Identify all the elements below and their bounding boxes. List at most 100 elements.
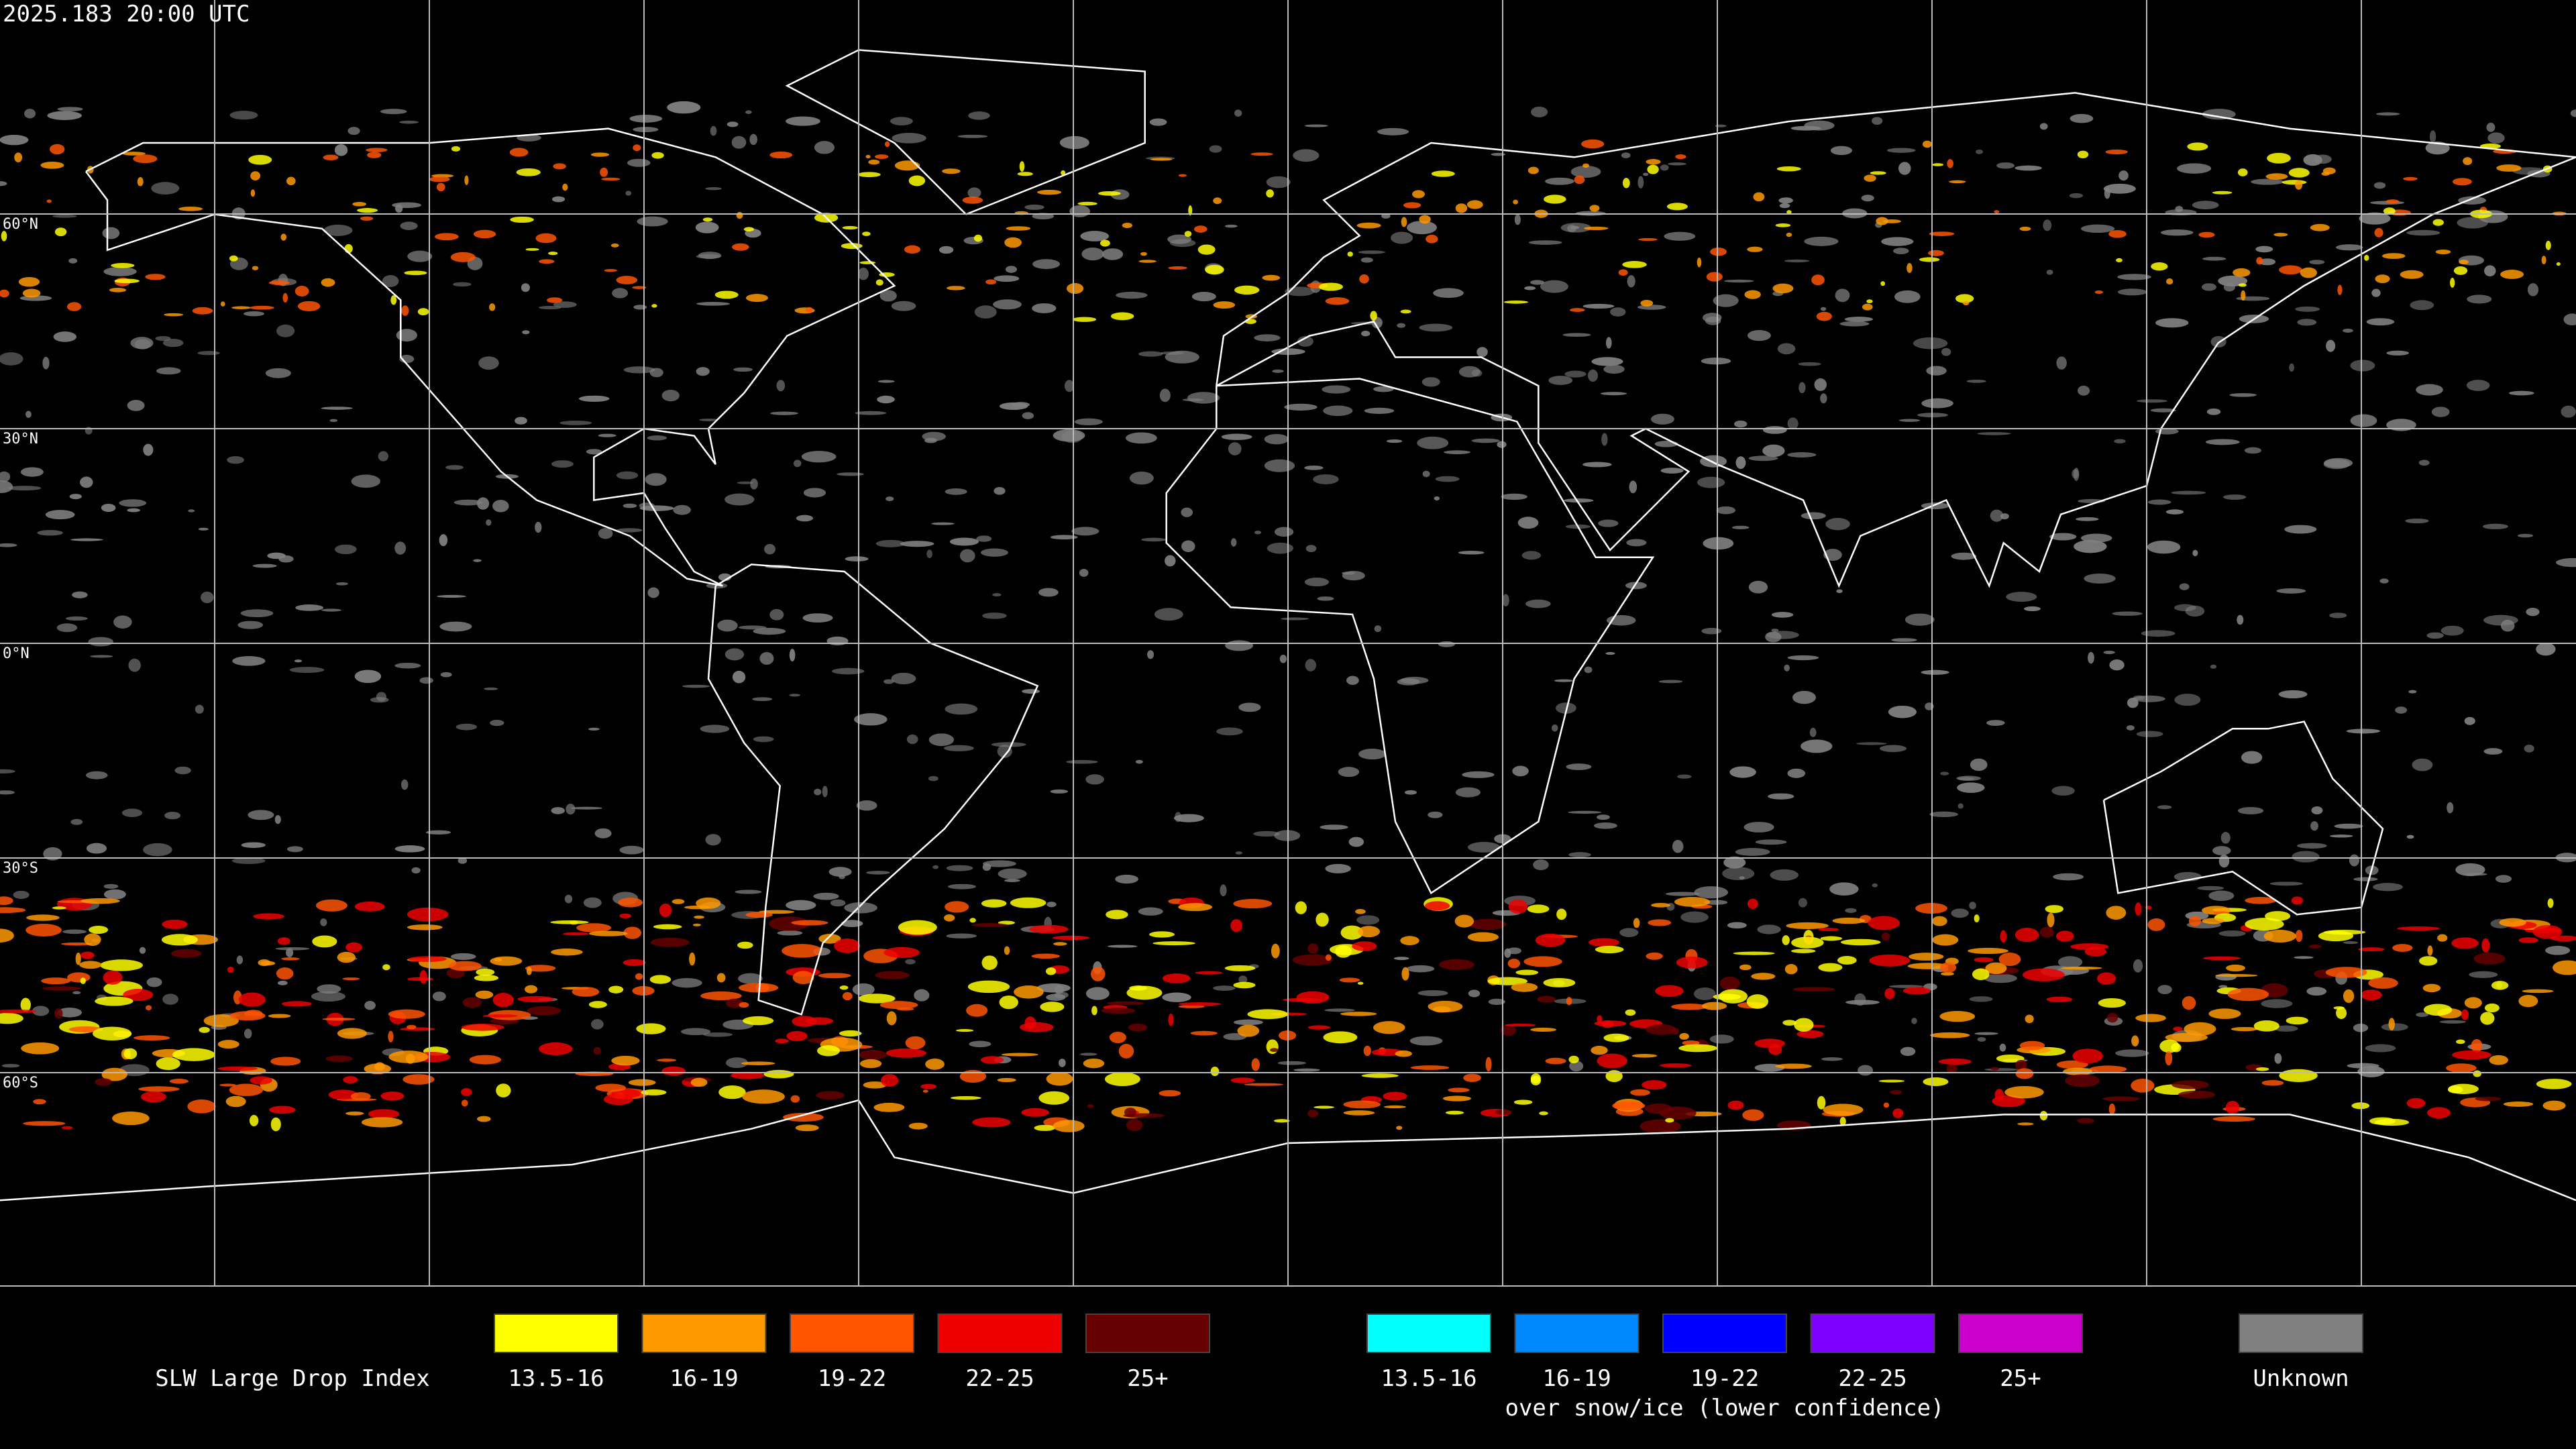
cloud-slw xyxy=(1670,1028,1679,1035)
cloud-slw xyxy=(2061,966,2102,970)
cloud-slw xyxy=(238,992,266,1007)
cloud-unknown xyxy=(156,367,181,375)
cloud-slw xyxy=(1250,152,1273,156)
cloud-slw xyxy=(700,991,742,1000)
cloud-slw xyxy=(435,233,459,241)
cloud-unknown xyxy=(957,134,988,138)
cloud-unknown xyxy=(837,472,864,476)
cloud-unknown xyxy=(1317,596,1334,601)
cloud-slw xyxy=(1244,1083,1284,1086)
cloud-unknown xyxy=(1468,989,1481,998)
cloud-unknown xyxy=(2294,956,2314,959)
cloud-unknown xyxy=(1724,279,1754,283)
cloud-unknown xyxy=(45,510,75,520)
cloud-unknown xyxy=(490,719,504,727)
cloud-unknown xyxy=(2103,651,2115,655)
cloud-unknown xyxy=(737,481,753,484)
cloud-unknown xyxy=(1531,106,1548,117)
cloud-slw xyxy=(548,252,558,256)
cloud-unknown xyxy=(813,892,839,900)
cloud-slw xyxy=(1679,1032,1689,1040)
cloud-slw xyxy=(1902,987,1931,995)
cloud-unknown xyxy=(1304,124,1328,127)
cloud-slw xyxy=(865,154,871,159)
cloud-unknown xyxy=(1621,152,1631,158)
cloud-unknown xyxy=(1898,162,1911,175)
cloud-unknown xyxy=(1582,462,1612,468)
cloud-unknown xyxy=(2175,205,2184,213)
cloud-unknown xyxy=(623,366,655,374)
cloud-unknown xyxy=(616,528,643,533)
cloud-slw xyxy=(1582,163,1589,168)
cloud-unknown xyxy=(2192,201,2219,210)
cloud-unknown xyxy=(1680,911,1709,923)
cloud-slw xyxy=(342,977,360,981)
cloud-slw xyxy=(1213,197,1222,205)
cloud-unknown xyxy=(1277,1061,1307,1065)
cloud-slw xyxy=(2496,164,2522,172)
cloud-slw xyxy=(1782,935,1790,945)
legend-label: 16-19 xyxy=(669,1365,738,1392)
cloud-slw xyxy=(689,952,696,966)
cloud-slw xyxy=(1262,274,1281,281)
cloud-slw xyxy=(1811,274,1825,286)
cloud-slw xyxy=(1566,997,1572,1006)
cloud-slw xyxy=(590,152,610,157)
cloud-unknown xyxy=(822,786,828,798)
cloud-slw xyxy=(736,211,743,219)
cloud-unknown xyxy=(521,283,530,292)
cloud-unknown xyxy=(1917,413,1948,418)
cloud-slw xyxy=(763,1069,794,1079)
cloud-slw xyxy=(2225,1101,2240,1114)
cloud-unknown xyxy=(1160,351,1184,355)
cloud-slw xyxy=(192,307,213,315)
cloud-unknown xyxy=(1514,214,1521,225)
cloud-unknown xyxy=(1701,358,1731,365)
cloud-unknown xyxy=(382,275,399,287)
cloud-unknown xyxy=(786,900,816,911)
cloud-slw xyxy=(1210,1067,1220,1077)
cloud-slw xyxy=(451,146,461,152)
cloud-unknown xyxy=(2147,540,2181,554)
cloud-unknown xyxy=(2080,224,2115,233)
cloud-unknown xyxy=(647,587,659,598)
cloud-slw xyxy=(1786,922,1829,930)
cloud-slw xyxy=(1383,1091,1407,1101)
cloud-unknown xyxy=(905,959,916,965)
cloud-slw xyxy=(2481,938,2490,953)
cloud-unknown xyxy=(0,480,13,494)
cloud-slw xyxy=(2245,897,2277,904)
legend-swatch xyxy=(494,1313,619,1353)
cloud-slw xyxy=(2253,1020,2279,1032)
cloud-slw xyxy=(1775,1063,1812,1069)
cloud-slw xyxy=(325,1055,353,1063)
cloud-unknown xyxy=(1393,957,1409,961)
cloud-unknown xyxy=(1880,745,1907,753)
cloud-unknown xyxy=(2261,999,2293,1008)
cloud-slw xyxy=(1837,955,1857,965)
cloud-unknown xyxy=(1032,259,1061,270)
cloud-slw xyxy=(380,1091,405,1101)
cloud-unknown xyxy=(1046,994,1066,1001)
cloud-slw xyxy=(121,152,146,156)
cloud-slw xyxy=(2451,937,2479,949)
cloud-slw xyxy=(281,957,300,961)
cloud-slw xyxy=(1425,901,1450,911)
cloud-slw xyxy=(492,993,514,1008)
cloud-slw xyxy=(252,266,259,270)
cloud-slw xyxy=(2422,983,2441,993)
cloud-slw xyxy=(1839,1116,1846,1126)
cloud-slw xyxy=(364,1063,392,1075)
cloud-unknown xyxy=(1703,313,1722,323)
cloud-slw xyxy=(171,949,202,958)
cloud-unknown xyxy=(1643,172,1649,176)
cloud-slw xyxy=(616,276,638,284)
cloud-slw xyxy=(1501,1024,1517,1036)
cloud-slw xyxy=(2047,912,2055,928)
cloud-slw xyxy=(42,986,81,991)
cloud-slw xyxy=(473,229,496,239)
cloud-slw xyxy=(572,987,600,997)
cloud-slw xyxy=(1597,1053,1627,1069)
cloud-unknown xyxy=(1400,676,1429,684)
cloud-unknown xyxy=(1169,239,1196,248)
